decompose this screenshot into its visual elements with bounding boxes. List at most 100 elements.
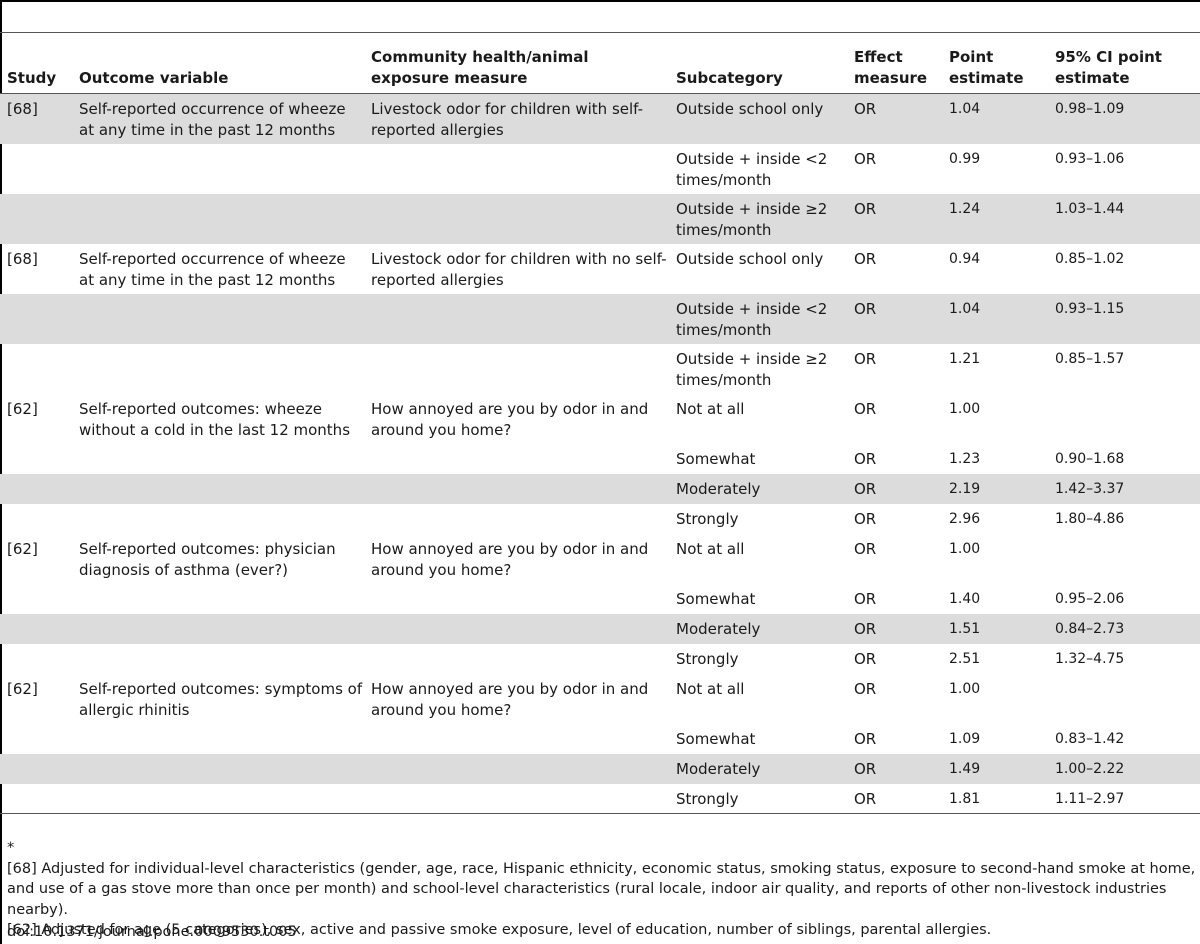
exposure-cell: How annoyed are you by odor in and aroun… — [371, 679, 649, 719]
study-cell: [62] — [7, 539, 38, 558]
point-estimate-cell: 2.96 — [949, 510, 981, 527]
exposure-cell — [363, 193, 668, 244]
study-cell — [0, 444, 71, 474]
exposure-cell — [363, 293, 668, 344]
point-estimate-cell: 0.99 — [949, 150, 981, 167]
table-row: [68] Self-reported occurrence of wheeze a… — [0, 244, 1200, 294]
subcategory-cell: Outside + inside ≥2 times/month — [668, 193, 846, 244]
subcategory-cell: Moderately — [668, 753, 846, 784]
effect-measure-cell: OR — [846, 93, 941, 144]
effect-measure-cell: OR — [854, 729, 877, 748]
header-study: Study — [0, 32, 71, 94]
subcategory-cell: Outside school only — [676, 249, 824, 268]
effect-measure-cell: OR — [846, 193, 941, 244]
outcome-cell: Self-reported occurrence of wheeze at an… — [79, 249, 346, 289]
ci-cell: 0.84–2.73 — [1047, 613, 1200, 644]
outcome-cell: Self-reported outcomes: wheeze without a… — [79, 399, 351, 439]
study-cell — [0, 504, 71, 534]
outcome-cell — [71, 144, 363, 194]
ci-cell: 1.80–4.86 — [1055, 510, 1125, 527]
table-row: Moderately OR 1.49 1.00–2.22 — [0, 753, 1200, 784]
subcategory-cell: Not at all — [676, 539, 745, 558]
outcome-cell — [71, 293, 363, 344]
point-estimate-cell: 1.00 — [949, 400, 981, 417]
exposure-cell — [363, 444, 668, 474]
effect-measure-cell: OR — [846, 783, 941, 814]
effect-measure-cell: OR — [854, 509, 877, 528]
effect-measure-cell: OR — [854, 589, 877, 608]
top-border — [0, 0, 1200, 2]
subcategory-cell: Moderately — [668, 473, 846, 504]
ci-cell: 0.83–1.42 — [1055, 730, 1125, 747]
exposure-cell — [363, 644, 668, 674]
study-cell — [0, 753, 71, 784]
subcategory-cell: Strongly — [668, 783, 846, 814]
effect-measure-cell: OR — [854, 349, 877, 368]
point-estimate-cell: 1.04 — [941, 93, 1047, 144]
outcome-cell — [71, 344, 363, 394]
ci-cell: 1.00–2.22 — [1047, 753, 1200, 784]
effect-measure-cell: OR — [854, 249, 877, 268]
subcategory-cell: Outside + inside <2 times/month — [676, 149, 828, 189]
point-estimate-cell: 1.09 — [949, 730, 981, 747]
outcome-cell: Self-reported outcomes: symptoms of alle… — [79, 679, 363, 719]
point-estimate-cell: 1.00 — [949, 680, 981, 697]
ci-cell: 1.03–1.44 — [1047, 193, 1200, 244]
outcome-cell — [71, 753, 363, 784]
header-subcategory: Subcategory — [668, 32, 846, 94]
study-cell — [0, 724, 71, 754]
header-outcome-variable: Outcome variable — [71, 32, 363, 94]
footnote-marker: * — [7, 840, 15, 856]
table-row: Outside + inside <2 times/month OR 1.04 0.9… — [0, 293, 1200, 344]
point-estimate-cell: 1.23 — [949, 450, 981, 467]
subcategory-cell: Moderately — [668, 613, 846, 644]
ci-cell: 0.98–1.09 — [1047, 93, 1200, 144]
outcome-cell — [71, 724, 363, 754]
outcome-cell — [71, 444, 363, 474]
outcome-cell — [71, 783, 363, 814]
effect-measure-cell: OR — [846, 613, 941, 644]
header-row: Study Outcome variable Community health/… — [0, 32, 1200, 94]
header-ci: 95% CI point estimate — [1047, 32, 1200, 94]
table-row: Outside + inside ≥2 times/month OR 1.24 1.0… — [0, 193, 1200, 244]
point-estimate-cell: 2.19 — [941, 473, 1047, 504]
outcome-cell — [71, 584, 363, 614]
table-row: [62] Self-reported outcomes: physician di… — [0, 534, 1200, 584]
study-cell — [0, 783, 71, 814]
ci-cell: 0.93–1.06 — [1055, 150, 1125, 167]
study-cell — [0, 473, 71, 504]
ci-cell — [1047, 394, 1200, 444]
subcategory-cell: Somewhat — [676, 589, 756, 608]
study-cell — [0, 293, 71, 344]
subcategory-cell: Strongly — [676, 649, 739, 668]
table-row: Somewhat OR 1.23 0.90–1.68 — [0, 444, 1200, 474]
subcategory-cell: Outside + inside ≥2 times/month — [676, 349, 828, 389]
outcome-cell — [71, 473, 363, 504]
study-cell — [0, 584, 71, 614]
effect-measure-cell: OR — [846, 473, 941, 504]
study-cell — [0, 644, 71, 674]
subcategory-cell: Outside + inside <2 times/month — [668, 293, 846, 344]
outcome-cell: Self-reported occurrence of wheeze at an… — [71, 93, 363, 144]
effect-measure-cell: OR — [854, 449, 877, 468]
table-row: Outside + inside ≥2 times/month OR 1.21 0.8… — [0, 344, 1200, 394]
effect-measure-cell: OR — [846, 753, 941, 784]
table-row: Somewhat OR 1.40 0.95–2.06 — [0, 584, 1200, 614]
table-row: Outside + inside <2 times/month OR 0.99 0.9… — [0, 144, 1200, 194]
left-border — [0, 0, 2, 944]
point-estimate-cell: 1.04 — [941, 293, 1047, 344]
exposure-cell — [363, 584, 668, 614]
study-cell: [62] — [7, 679, 38, 698]
outcome-cell — [71, 644, 363, 674]
exposure-cell: How annoyed are you by odor in and aroun… — [371, 399, 649, 439]
outcome-cell — [71, 613, 363, 644]
exposure-cell: Livestock odor for children with no self… — [371, 249, 667, 289]
footnote-68: [68] Adjusted for individual-level chara… — [7, 860, 1196, 918]
study-cell: [68] — [0, 93, 71, 144]
ci-cell — [1047, 534, 1200, 584]
point-estimate-cell: 1.24 — [941, 193, 1047, 244]
ci-cell: 0.90–1.68 — [1055, 450, 1125, 467]
table-row: [62] Self-reported outcomes: wheeze witho… — [0, 394, 1200, 444]
point-estimate-cell: 1.51 — [941, 613, 1047, 644]
footnotes: * [68] Adjusted for individual-level cha… — [7, 838, 1197, 941]
